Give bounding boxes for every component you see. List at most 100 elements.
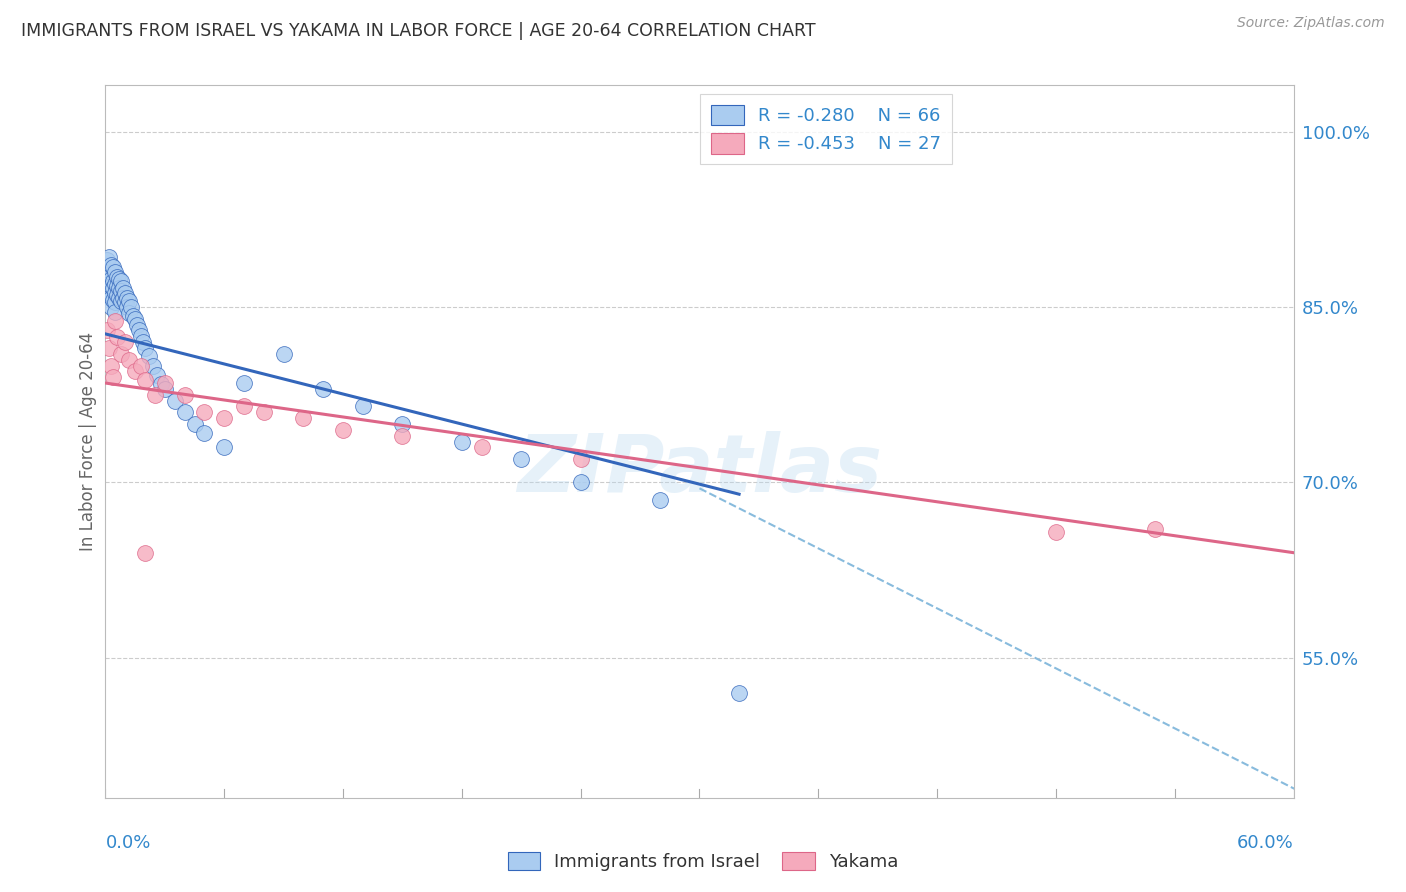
Point	[104, 304, 127, 318]
Point	[124, 311, 146, 326]
Point	[100, 300, 122, 314]
Point	[122, 310, 145, 324]
Point	[105, 269, 128, 284]
Point	[100, 279, 122, 293]
Point	[173, 388, 195, 402]
Point	[233, 400, 256, 414]
Point	[146, 368, 169, 382]
Point	[104, 277, 127, 291]
Point	[214, 441, 236, 455]
Point	[728, 686, 751, 700]
Point	[108, 291, 131, 305]
Point	[163, 393, 186, 408]
Text: 0.0%: 0.0%	[105, 834, 150, 852]
Point	[114, 335, 136, 350]
Point	[114, 285, 136, 300]
Point	[118, 352, 141, 367]
Point	[112, 281, 135, 295]
Point	[105, 330, 128, 344]
Point	[108, 272, 131, 286]
Point	[127, 318, 149, 332]
Point	[103, 293, 125, 307]
Point	[1045, 524, 1067, 539]
Point	[134, 341, 156, 355]
Point	[471, 441, 494, 455]
Point	[391, 428, 413, 442]
Point	[103, 281, 125, 295]
Point	[183, 417, 205, 431]
Point	[214, 411, 236, 425]
Point	[98, 267, 121, 281]
Point	[569, 452, 592, 467]
Point	[292, 411, 315, 425]
Y-axis label: In Labor Force | Age 20-64: In Labor Force | Age 20-64	[79, 332, 97, 551]
Point	[98, 277, 121, 291]
Point	[96, 323, 118, 337]
Point	[332, 423, 354, 437]
Point	[193, 426, 215, 441]
Point	[108, 281, 131, 295]
Point	[98, 341, 121, 355]
Point	[96, 269, 118, 284]
Point	[96, 262, 118, 277]
Text: ZIPatlas: ZIPatlas	[517, 431, 882, 509]
Point	[115, 291, 138, 305]
Point	[110, 284, 132, 298]
Point	[134, 372, 156, 386]
Point	[569, 475, 592, 490]
Point	[273, 347, 295, 361]
Point	[118, 306, 141, 320]
Legend: R = -0.280    N = 66, R = -0.453    N = 27: R = -0.280 N = 66, R = -0.453 N = 27	[700, 94, 952, 164]
Point	[128, 323, 150, 337]
Point	[112, 291, 135, 305]
Point	[510, 452, 533, 467]
Point	[120, 300, 142, 314]
Point	[233, 376, 256, 390]
Point	[149, 377, 172, 392]
Point	[153, 382, 176, 396]
Point	[110, 274, 132, 288]
Point	[110, 294, 132, 309]
Point	[352, 400, 374, 414]
Point	[100, 359, 122, 373]
Point	[1143, 522, 1166, 536]
Point	[115, 300, 138, 314]
Point	[105, 279, 128, 293]
Point	[104, 265, 127, 279]
Point	[143, 388, 166, 402]
Point	[134, 546, 156, 560]
Point	[142, 359, 165, 373]
Text: Source: ZipAtlas.com: Source: ZipAtlas.com	[1237, 16, 1385, 30]
Point	[98, 285, 121, 300]
Point	[103, 274, 125, 288]
Point	[450, 434, 472, 449]
Point	[132, 335, 155, 350]
Point	[100, 258, 122, 272]
Point	[103, 260, 125, 275]
Point	[129, 329, 152, 343]
Legend: Immigrants from Israel, Yakama: Immigrants from Israel, Yakama	[501, 845, 905, 879]
Point	[173, 405, 195, 419]
Point	[648, 493, 671, 508]
Point	[312, 382, 335, 396]
Point	[104, 285, 127, 300]
Text: IMMIGRANTS FROM ISRAEL VS YAKAMA IN LABOR FORCE | AGE 20-64 CORRELATION CHART: IMMIGRANTS FROM ISRAEL VS YAKAMA IN LABO…	[21, 22, 815, 40]
Point	[98, 250, 121, 264]
Point	[391, 417, 413, 431]
Point	[104, 314, 127, 328]
Text: 60.0%: 60.0%	[1237, 834, 1294, 852]
Point	[103, 370, 125, 384]
Point	[110, 347, 132, 361]
Point	[114, 295, 136, 310]
Point	[124, 364, 146, 378]
Point	[193, 405, 215, 419]
Point	[129, 359, 152, 373]
Point	[153, 376, 176, 390]
Point	[118, 294, 141, 309]
Point	[104, 295, 127, 310]
Point	[100, 291, 122, 305]
Point	[100, 272, 122, 286]
Point	[138, 349, 160, 363]
Point	[96, 253, 118, 268]
Point	[105, 288, 128, 302]
